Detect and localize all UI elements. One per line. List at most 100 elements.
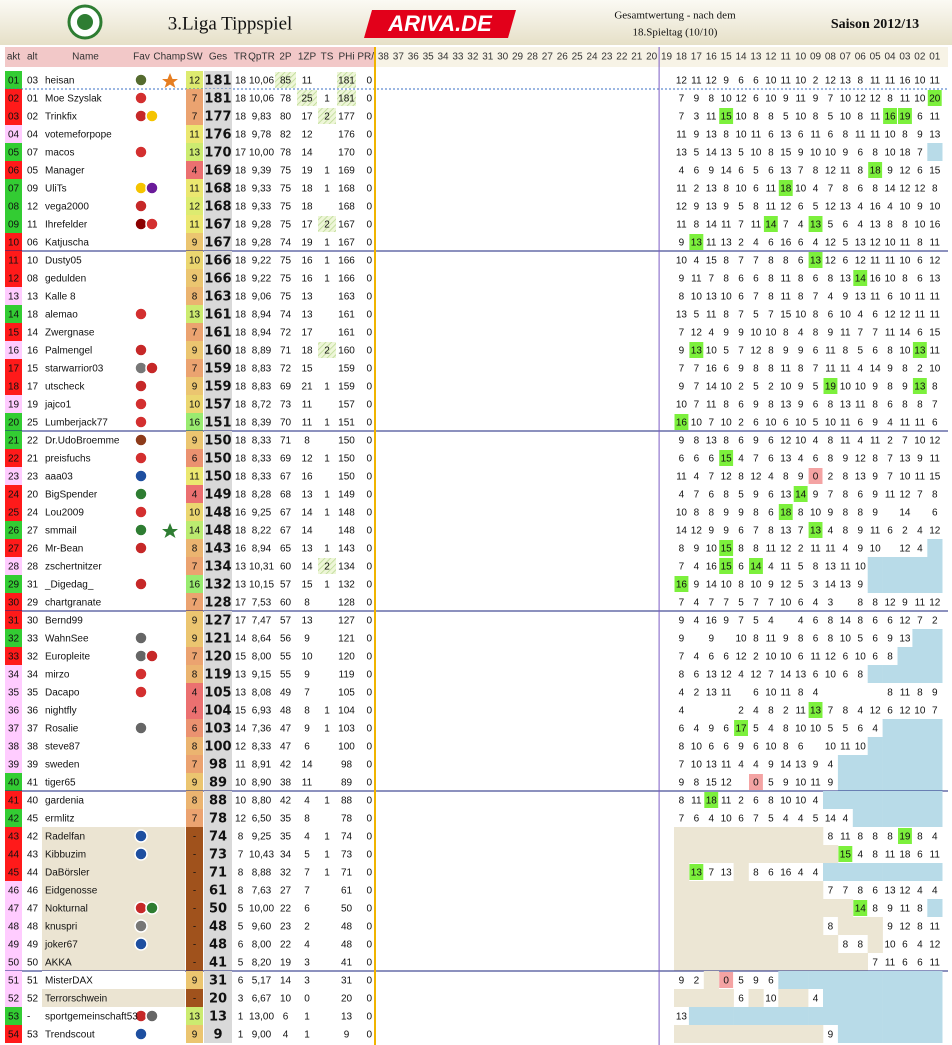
matchday-points: 11 — [721, 220, 732, 231]
matchday-points: 11 — [870, 436, 881, 447]
sw-cell — [186, 71, 203, 89]
matchday-points: 5 — [813, 202, 819, 213]
cell-text: knuspri — [45, 922, 77, 933]
rank-cell — [5, 737, 22, 755]
matchday-header: 32 — [467, 52, 479, 63]
cell-text: 1 — [238, 1030, 244, 1041]
column-header: 1ZP — [298, 52, 317, 63]
cell-text: 15 — [301, 580, 313, 591]
cell-text: 45 — [8, 868, 20, 879]
matchday-points: 4 — [813, 688, 819, 699]
cell-text: 1 — [324, 832, 330, 843]
cell-text: 01 — [8, 76, 20, 87]
total-points: 167 — [204, 218, 231, 233]
top-score-cell — [674, 576, 689, 592]
matchday-points: 8 — [768, 346, 774, 357]
matchday-points: 4 — [694, 562, 700, 573]
matchday-header: 38 — [378, 52, 390, 63]
empty-cell — [837, 971, 854, 989]
empty-cell — [867, 557, 883, 575]
matchday-points: 7 — [694, 364, 700, 375]
matchday-points: 11 — [676, 472, 687, 483]
matchday-points: 7 — [813, 364, 819, 375]
empty-cell — [793, 1025, 809, 1043]
matchday-points: 4 — [694, 472, 700, 483]
matchday-header: 28 — [527, 52, 539, 63]
cell-text: 38 — [280, 778, 292, 789]
matchday-points: 7 — [694, 490, 700, 501]
cell-text: 13 — [341, 1012, 353, 1023]
matchday-points: 11 — [781, 274, 792, 285]
cell-text: 27 — [27, 526, 39, 537]
matchday-points: 7 — [708, 472, 714, 483]
matchday-points: 18 — [899, 148, 911, 159]
total-cell — [204, 197, 232, 215]
matchday-points: 6 — [813, 670, 819, 681]
column-header: PR/ — [357, 52, 374, 63]
matchday-points: 13 — [780, 454, 792, 465]
cell-text: 65 — [280, 544, 292, 555]
top-score-cell — [734, 720, 748, 736]
matchday-points: 10 — [840, 382, 852, 393]
matchday-points: 12 — [929, 940, 941, 951]
cell-text: 1 — [324, 184, 330, 195]
sw-cell — [186, 881, 203, 899]
cell-text: 18 — [235, 382, 247, 393]
matchday-points: 6 — [753, 418, 759, 429]
cell-text: 15 — [27, 364, 39, 375]
matchday-points: 2 — [738, 418, 744, 429]
matchday-points: 9 — [813, 490, 819, 501]
total-points: 120 — [204, 650, 231, 665]
empty-cell — [703, 971, 719, 989]
matchday-points: 14 — [750, 562, 762, 573]
cell-text: 7 — [192, 562, 198, 573]
matchday-points: 2 — [828, 472, 834, 483]
sw-cell — [186, 233, 203, 251]
cell-text: 7,36 — [252, 724, 272, 735]
matchday-points: 9 — [783, 346, 789, 357]
matchday-points: 14 — [780, 670, 792, 681]
matchday-points: 6 — [872, 616, 878, 627]
matchday-points: 6 — [857, 490, 863, 501]
matchday-points: 8 — [857, 940, 863, 951]
top-score-cell — [704, 792, 719, 808]
cell-text: 13,00 — [249, 1012, 274, 1023]
top-score-cell — [719, 558, 734, 574]
cell-text: 42 — [8, 814, 20, 825]
matchday-points: 6 — [768, 166, 774, 177]
matchday-points: 10 — [914, 220, 926, 231]
empty-cell — [733, 1025, 749, 1043]
empty-cell — [867, 575, 883, 593]
matchday-points: 10 — [884, 238, 896, 249]
empty-cell — [793, 1007, 809, 1025]
matchday-points: 11 — [706, 310, 717, 321]
matchday-points: 16 — [870, 202, 882, 213]
matchday-points: 9 — [679, 634, 685, 645]
cell-text: 48 — [27, 922, 39, 933]
cell-text: 10 — [301, 652, 313, 663]
matchday-points: 11 — [930, 292, 941, 303]
matchday-points: 9 — [679, 616, 685, 627]
matchday-points: 10 — [735, 130, 747, 141]
matchday-points: 8 — [857, 886, 863, 897]
matchday-points: 6 — [738, 436, 744, 447]
matchday-points: 12 — [870, 706, 882, 717]
matchday-points: 13 — [691, 238, 703, 249]
matchday-points: 4 — [843, 544, 849, 555]
matchday-points: 8 — [783, 256, 789, 267]
cell-text: 15 — [301, 364, 313, 375]
cell-text: aaa03 — [45, 472, 73, 483]
matchday-points: 11 — [691, 274, 702, 285]
club-icon — [134, 307, 148, 321]
cell-text: 10 — [27, 256, 39, 267]
cell-text: 10,00 — [249, 148, 274, 159]
club-icon — [134, 577, 148, 591]
cell-text: 07 — [8, 184, 20, 195]
sw-cell — [186, 575, 203, 593]
total-points: 159 — [204, 362, 231, 377]
column-header: PHi — [338, 52, 354, 63]
cell-text: 9,28 — [252, 220, 272, 231]
matchday-points: 0 — [813, 472, 819, 483]
empty-cell — [912, 647, 928, 665]
